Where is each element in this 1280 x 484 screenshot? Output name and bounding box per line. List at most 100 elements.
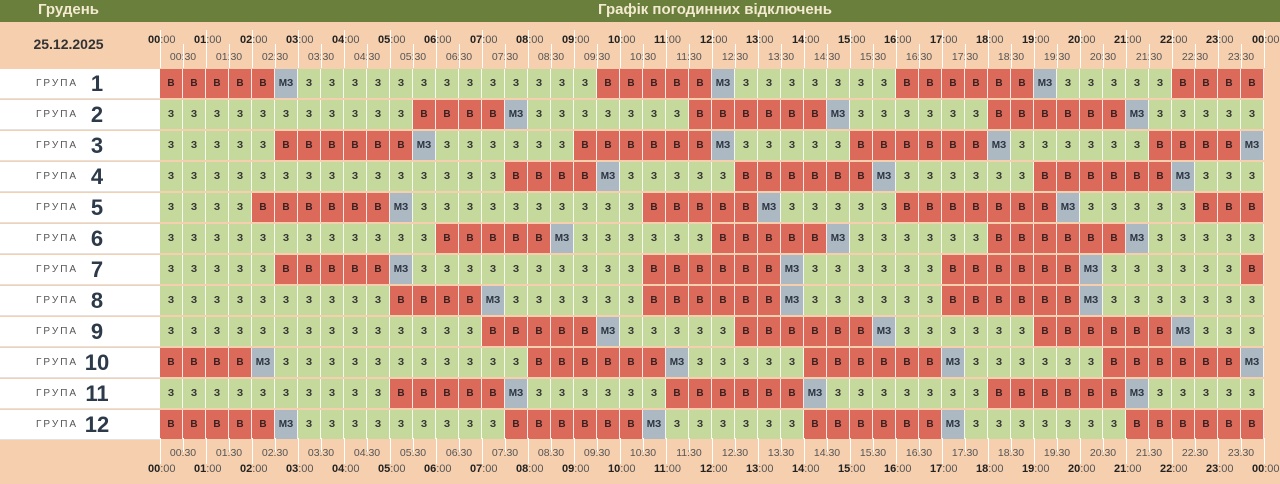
slot-cell: З: [321, 379, 344, 408]
slot-cell: З: [1195, 255, 1218, 284]
bottom-hour-label: 00:00: [148, 462, 176, 476]
slot-cell: В: [252, 69, 275, 98]
slot-cell: З: [574, 69, 597, 98]
bottom-hour-label: 05:00: [378, 462, 406, 476]
top-hour-number: 04: [332, 34, 345, 46]
bottom-half-label: 03:30: [307, 447, 335, 459]
slot-cell: В: [643, 69, 666, 98]
slot-cell: В: [1172, 348, 1195, 377]
slot-cell: З: [1172, 193, 1195, 222]
slot-cell: З: [505, 348, 528, 377]
time-tick: [896, 438, 897, 464]
slot-cell: З: [482, 348, 505, 377]
bottom-hour-label: 09:00: [562, 462, 590, 476]
time-tick: [1011, 438, 1012, 452]
slot-cell: З: [712, 410, 735, 439]
top-hour-number: 00: [1252, 34, 1265, 46]
top-hour-number: 01: [194, 34, 207, 46]
slot-cell: В: [781, 317, 804, 346]
slot-cell: МЗ: [1241, 131, 1264, 160]
slot-cell: В: [413, 379, 436, 408]
bottom-half-label: 22:30: [1181, 447, 1209, 459]
group-label: ГРУПА 7: [0, 255, 160, 285]
bottom-half-label: 20:30: [1089, 447, 1117, 459]
header-bar: Грудень Графік погодинних відключень: [0, 0, 1280, 22]
slot-cell: В: [183, 69, 206, 98]
slot-cell: З: [896, 379, 919, 408]
bottom-hour-minutes: :00: [1264, 463, 1280, 475]
group-number: 1: [90, 71, 104, 96]
slot-cell: З: [735, 348, 758, 377]
group-number: 9: [90, 319, 104, 344]
slot-cell: В: [643, 255, 666, 284]
time-tick: [1080, 30, 1081, 68]
group-row: ГРУПА 8 З З З З З З З З З З В В В В МЗ З З З З З З В В В В В В МЗ З З З З…: [0, 286, 1280, 316]
slot-cell: З: [804, 255, 827, 284]
time-tick: [183, 44, 184, 68]
time-tick: [252, 30, 253, 68]
slot-cell: В: [1103, 317, 1126, 346]
bottom-hour-minutes: :00: [252, 463, 268, 475]
time-tick: [942, 30, 943, 68]
slot-cell: З: [321, 100, 344, 129]
top-hour-label: 11:00: [654, 33, 681, 47]
slot-cell: В: [758, 317, 781, 346]
slot-cell: МЗ: [1034, 69, 1057, 98]
bottom-hour-number: 22: [1160, 463, 1173, 475]
top-hour-minutes: :00: [206, 34, 222, 46]
slot-cell: МЗ: [804, 379, 827, 408]
slot-cell: В: [298, 255, 321, 284]
slot-cell: З: [781, 348, 804, 377]
bottom-hour-number: 00: [1252, 463, 1265, 475]
slot-cell: З: [252, 379, 275, 408]
top-hour-label: 20:00: [1068, 33, 1096, 47]
bottom-hour-minutes: :00: [620, 463, 636, 475]
top-hour-minutes: :00: [1080, 34, 1096, 46]
bottom-hour-label: 19:00: [1022, 462, 1050, 476]
time-tick: [482, 30, 483, 68]
time-tick: [1149, 438, 1150, 452]
slot-cell: В: [942, 193, 965, 222]
time-tick: [1241, 438, 1242, 452]
slot-cell: В: [689, 131, 712, 160]
slot-cell: В: [1103, 348, 1126, 377]
time-tick: [1034, 438, 1035, 464]
time-tick: [1011, 44, 1012, 68]
slot-cell: МЗ: [1057, 193, 1080, 222]
top-hour-label: 09:00: [562, 33, 590, 47]
group-word: ГРУПА: [36, 140, 79, 151]
slot-cell: З: [689, 348, 712, 377]
time-tick: [597, 438, 598, 452]
slot-cell: В: [873, 348, 896, 377]
time-tick: [206, 438, 207, 464]
bottom-hour-label: 21:00: [1114, 462, 1142, 476]
bottom-half-label: 14:30: [813, 447, 841, 459]
slot-cell: З: [160, 255, 183, 284]
slot-cell: В: [459, 286, 482, 315]
slot-cell: В: [482, 100, 505, 129]
top-hour-minutes: :00: [712, 34, 728, 46]
slot-cell: З: [367, 100, 390, 129]
bottom-hour-minutes: :00: [712, 463, 728, 475]
group-number: 3: [90, 133, 104, 158]
time-tick: [275, 44, 276, 68]
top-hour-number: 03: [286, 34, 299, 46]
slot-cell: З: [390, 69, 413, 98]
slot-cell: З: [1195, 100, 1218, 129]
slot-cell: З: [1195, 317, 1218, 346]
bottom-hour-label: 02:00: [240, 462, 268, 476]
slot-cell: З: [459, 317, 482, 346]
slot-cell: В: [850, 317, 873, 346]
slot-cell: З: [160, 317, 183, 346]
slot-cell: З: [229, 131, 252, 160]
bottom-hour-label: 07:00: [470, 462, 498, 476]
slot-cell: В: [275, 193, 298, 222]
time-tick: [988, 30, 989, 68]
time-tick: [459, 438, 460, 452]
bottom-hour-label: 17:00: [930, 462, 958, 476]
slot-cell: В: [712, 286, 735, 315]
month-label: Грудень: [37, 1, 99, 18]
top-hour-number: 06: [424, 34, 437, 46]
slot-cell: МЗ: [505, 100, 528, 129]
slot-cell: З: [1011, 348, 1034, 377]
